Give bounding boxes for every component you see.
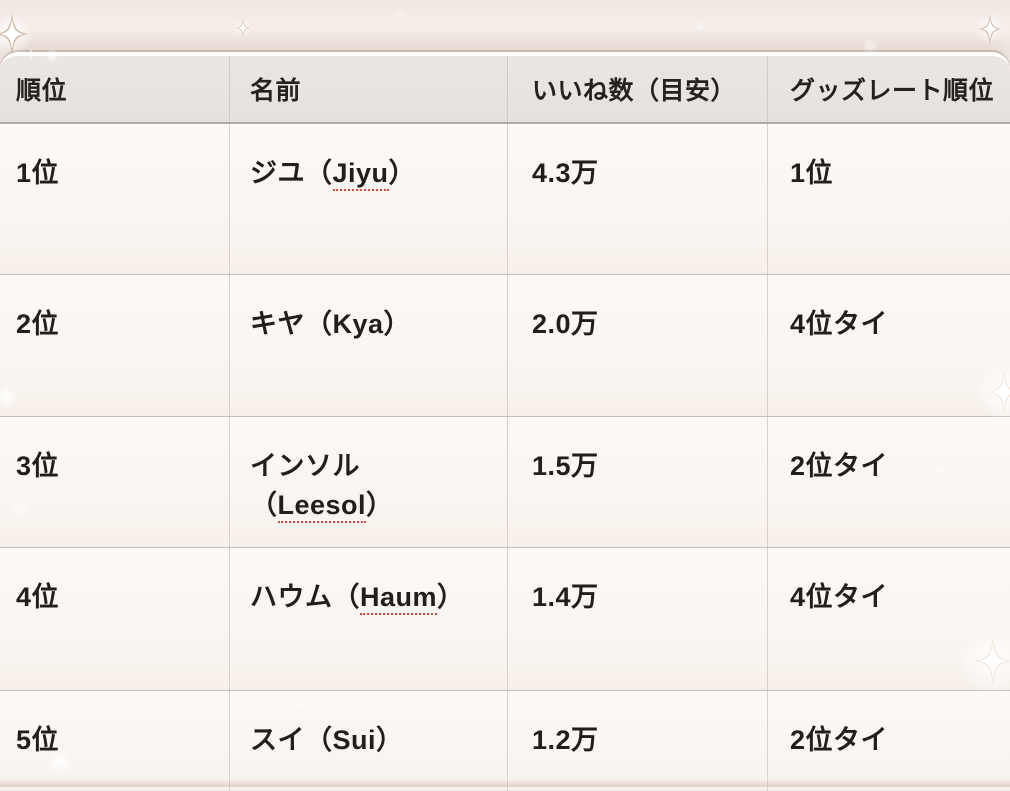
cell-name: スイ（Sui） [230,691,508,791]
cell-name: インソル（Leesol） [230,417,508,547]
name-en: Leesol [277,490,367,523]
cell-goods-rank: 4位タイ [790,309,889,339]
cell-name: ジユ（Jiyu） [230,124,508,274]
cell-likes: 1.4万 [508,548,768,690]
name-close-paren: ） [376,725,404,755]
cell-rank: 3位 [0,417,230,547]
table-row: 4位 ハウム（Haum） 1.4万 4位タイ [0,547,1010,690]
cell-rank: 4位 [0,548,230,690]
name-close-paren: ） [383,309,412,339]
name-close-paren: ） [388,158,417,188]
name-en: Kya [332,309,384,339]
cell-likes: 4.3万 [508,124,768,274]
cell-rank: 5位 [0,691,230,791]
header-cell-goods-rank: グッズレート順位 [790,77,995,105]
ranking-table-panel: 順位 名前 いいね数（目安） グッズレート順位 1位 ジユ（Jiyu） 4.3万… [0,52,1010,791]
top-band [0,0,1010,52]
cell-name: キヤ（Kya） [230,275,508,416]
table-row: 3位 インソル（Leesol） 1.5万 2位タイ [0,416,1010,547]
cell-rank: 1位 [0,124,230,274]
cell-goods-rank: 1位 [790,158,834,188]
name-jp: スイ（ [250,725,333,755]
cell-goods-rank: 2位タイ [790,725,889,755]
table-row: 5位 スイ（Sui） 1.2万 2位タイ [0,690,1010,791]
name-jp: ハウム（ [250,582,360,612]
name-close-paren: ） [366,490,394,520]
name-jp: ジユ（ [250,158,333,188]
name-close-paren: ） [437,582,465,612]
cell-likes: 1.5万 [508,417,768,547]
cell-rank: 2位 [0,275,230,416]
name-jp: キヤ（ [250,309,333,339]
cell-name: ハウム（Haum） [230,548,508,690]
name-en: Jiyu [332,158,389,191]
table-row: 1位 ジユ（Jiyu） 4.3万 1位 [0,124,1010,274]
header-cell-rank: 順位 [0,56,230,122]
cell-likes: 2.0万 [508,275,768,416]
cell-goods-rank: 2位タイ [790,451,889,481]
table-row: 2位 キヤ（Kya） 2.0万 4位タイ [0,274,1010,416]
name-en: Haum [360,582,438,615]
name-en: Sui [332,725,377,755]
cell-likes: 1.2万 [508,691,768,791]
cell-goods-rank: 4位タイ [790,582,889,612]
header-cell-likes: いいね数（目安） [508,56,768,122]
table-header-row: 順位 名前 いいね数（目安） グッズレート順位 [0,56,1010,124]
header-cell-name: 名前 [230,56,508,122]
